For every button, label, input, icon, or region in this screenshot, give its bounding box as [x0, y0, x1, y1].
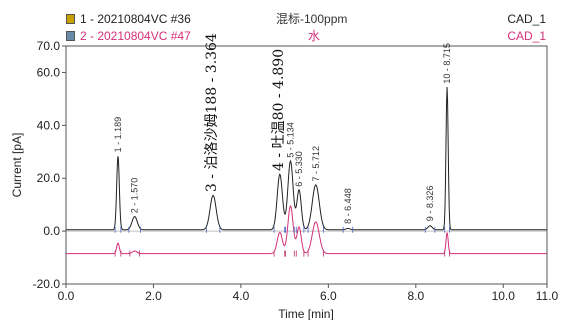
legend-detector-1: CAD_1	[507, 12, 546, 26]
legend-item-1[interactable]: 1 - 20210804VC #36	[66, 12, 191, 27]
legend-label-1: 1 - 20210804VC #36	[80, 12, 191, 26]
peak-label-3: 3 - 泊洛沙姆188 - 3.364	[204, 33, 220, 192]
y-tick-label: 40.0	[37, 118, 61, 132]
legend-detector-2: CAD_1	[507, 29, 546, 43]
trace-2-icon	[66, 31, 75, 41]
x-tick-label: 11.0	[536, 289, 559, 303]
peak-label-7: 7 - 5.712	[311, 146, 321, 182]
legend-label-2: 2 - 20210804VC #47	[80, 29, 191, 43]
y-tick-label: -20.0	[33, 277, 61, 291]
x-tick-label: 2.0	[145, 289, 162, 303]
legend-sample-2: 水	[308, 29, 321, 43]
x-tick-label: 0.0	[58, 289, 75, 303]
y-tick-label: 20.0	[37, 171, 61, 185]
peak-label-10: 10 - 8.715	[442, 43, 452, 84]
trace-1-icon	[66, 14, 75, 24]
legend-item-2[interactable]: 2 - 20210804VC #47	[66, 29, 191, 44]
trace-line-1	[66, 87, 547, 231]
peak-label-1: 1 - 1.189	[113, 117, 123, 153]
trace-line-2	[66, 204, 547, 255]
x-tick-label: 10.0	[492, 289, 516, 303]
plot-area	[65, 45, 548, 285]
peak-label-9: 9 - 8.326	[425, 186, 435, 222]
x-tick-label: 8.0	[407, 289, 424, 303]
legend-sample-1: 混标-100ppm	[276, 12, 348, 26]
y-axis-title: Current [pA]	[10, 133, 24, 198]
peak-label-5: 5 - 5.134	[285, 122, 295, 158]
peak-label-2: 2 - 1.570	[130, 178, 140, 214]
peak-label-6: 6 - 5.330	[294, 151, 304, 187]
peak-label-8: 8 - 6.448	[343, 188, 353, 224]
peak-label-4: 4 - 吐温80 - 4.890	[271, 49, 287, 171]
x-tick-label: 6.0	[320, 289, 337, 303]
x-tick-label: 4.0	[233, 289, 250, 303]
y-tick-label: 0.0	[43, 224, 60, 238]
x-axis-title: Time [min]	[278, 307, 334, 320]
y-tick-label: 60.0	[37, 65, 61, 79]
y-tick-label: 70.0	[37, 39, 61, 53]
